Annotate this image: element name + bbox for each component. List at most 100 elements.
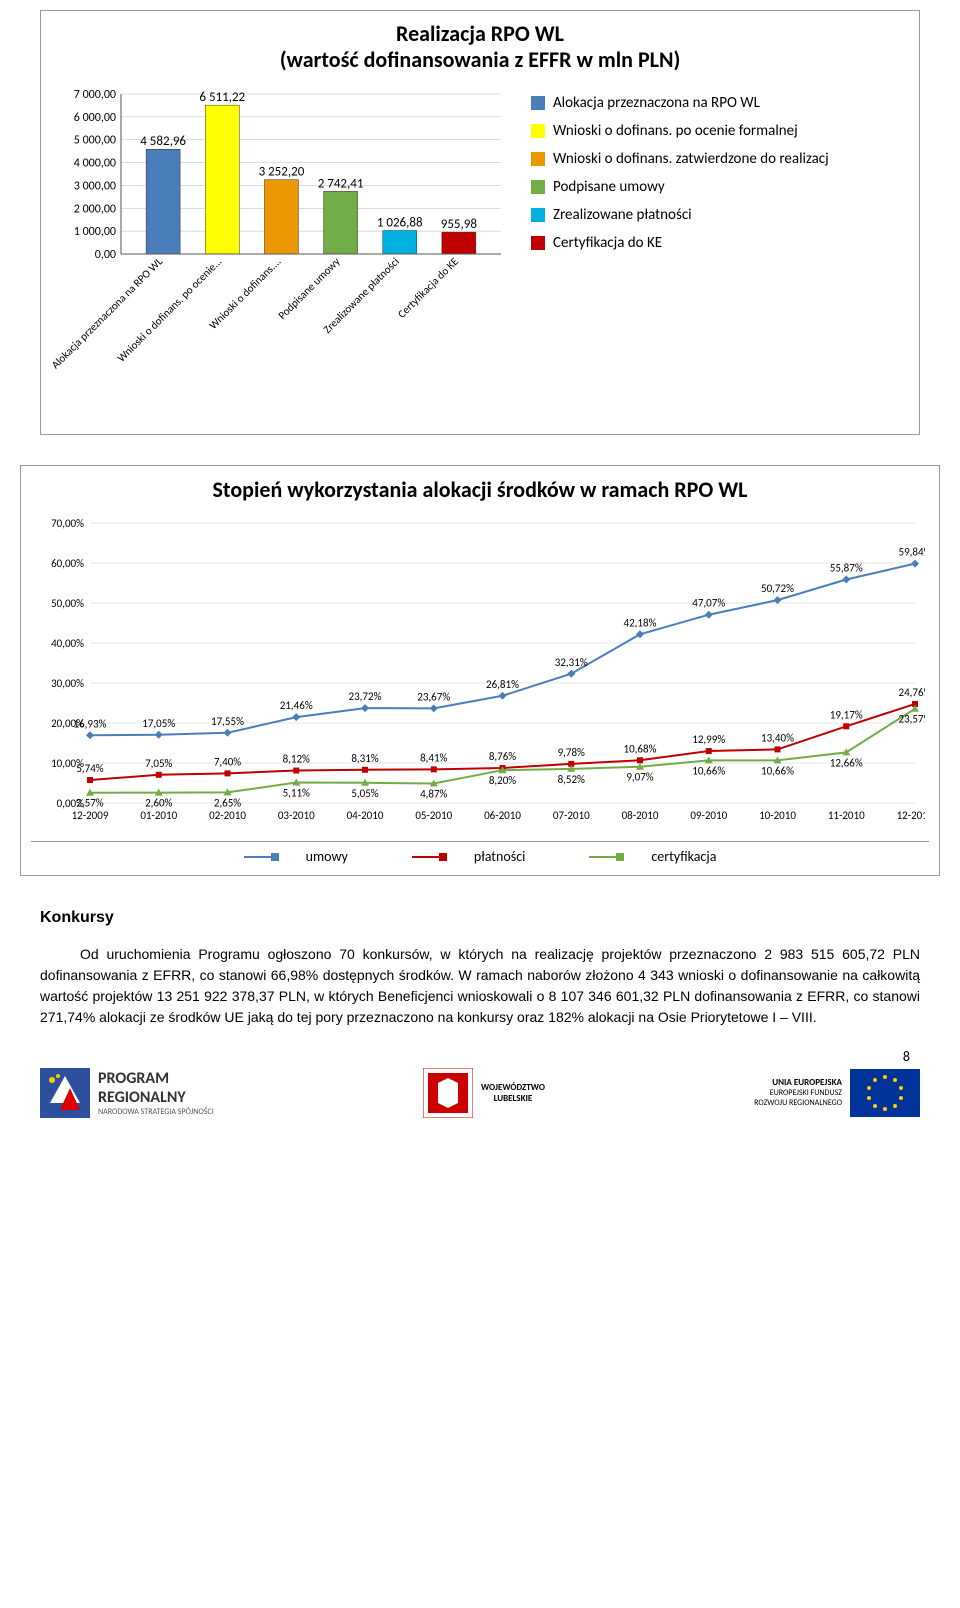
svg-text:12-2009: 12-2009 [72, 809, 109, 822]
svg-text:09-2010: 09-2010 [690, 809, 727, 822]
svg-text:70,00%: 70,00% [51, 517, 84, 530]
svg-text:13,40%: 13,40% [761, 731, 794, 744]
svg-text:12,99%: 12,99% [692, 733, 725, 746]
svg-text:3 000,00: 3 000,00 [74, 179, 116, 193]
legend-swatch [531, 152, 545, 166]
svg-text:23,67%: 23,67% [417, 690, 450, 703]
svg-text:03-2010: 03-2010 [278, 809, 315, 822]
svg-text:23,57%: 23,57% [899, 713, 925, 726]
legend-swatch [531, 96, 545, 110]
svg-text:55,87%: 55,87% [830, 561, 863, 574]
svg-text:04-2010: 04-2010 [347, 809, 384, 822]
legend-swatch [531, 124, 545, 138]
svg-text:5 000,00: 5 000,00 [74, 133, 116, 147]
svg-text:47,07%: 47,07% [692, 597, 725, 610]
svg-text:6 000,00: 6 000,00 [74, 111, 116, 125]
svg-text:9,78%: 9,78% [558, 746, 585, 759]
bar-chart-legend: Alokacja przeznaczona na RPO WL Wnioski o… [511, 84, 909, 424]
legend-swatch [531, 236, 545, 250]
svg-text:10,68%: 10,68% [624, 742, 657, 755]
legend-label: certyfikacja [651, 848, 716, 865]
svg-text:1 026,88: 1 026,88 [377, 215, 423, 230]
svg-text:4,87%: 4,87% [420, 787, 447, 800]
svg-text:955,98: 955,98 [441, 217, 478, 232]
svg-text:21,46%: 21,46% [280, 699, 313, 712]
svg-text:8,12%: 8,12% [283, 752, 310, 765]
line-chart-plot: 0,00%10,00%20,00%30,00%40,00%50,00%60,00… [35, 513, 925, 833]
svg-text:19,17%: 19,17% [830, 708, 863, 721]
svg-text:5,74%: 5,74% [76, 762, 103, 775]
svg-text:26,81%: 26,81% [486, 678, 519, 691]
svg-text:4 582,96: 4 582,96 [140, 134, 186, 149]
svg-text:2 000,00: 2 000,00 [74, 202, 116, 216]
svg-text:8,52%: 8,52% [558, 773, 585, 786]
legend-label: Alokacja przeznaczona na RPO WL [553, 94, 760, 112]
line-chart-container: Stopień wykorzystania alokacji środków w… [20, 465, 940, 876]
legend-swatch [531, 180, 545, 194]
svg-text:1 000,00: 1 000,00 [74, 225, 116, 239]
logo-eu: UNIA EUROPEJSKA EUROPEJSKI FUNDUSZ ROZWO… [754, 1069, 920, 1117]
svg-text:2,65%: 2,65% [214, 796, 241, 809]
svg-text:02-2010: 02-2010 [209, 809, 246, 822]
bar-chart-container: Realizacja RPO WL (wartość dofinansowani… [40, 10, 920, 435]
legend-swatch [531, 208, 545, 222]
svg-text:10,66%: 10,66% [761, 764, 794, 777]
svg-text:9,07%: 9,07% [626, 771, 653, 784]
svg-text:17,55%: 17,55% [211, 715, 244, 728]
svg-text:12,66%: 12,66% [830, 756, 863, 769]
svg-text:2,57%: 2,57% [76, 797, 103, 810]
page-number: 8 [903, 1048, 910, 1065]
svg-text:07-2010: 07-2010 [553, 809, 590, 822]
legend-label: Wnioski o dofinans. po ocenie formalnej [553, 122, 798, 140]
section-heading: Konkursy [40, 906, 920, 930]
legend-item: płatności [396, 848, 541, 865]
legend-item: Podpisane umowy [531, 178, 909, 196]
legend-label: Wnioski o dofinans. zatwierdzone do real… [553, 150, 829, 168]
svg-text:17,05%: 17,05% [142, 717, 175, 730]
svg-text:Podpisane umowy: Podpisane umowy [276, 255, 343, 322]
legend-line [412, 856, 442, 858]
svg-text:12-2010: 12-2010 [897, 809, 925, 822]
footer: 8 PROGRAM REGIONALNY NARODOWA STRATEGIA … [0, 1048, 960, 1188]
line-chart-title: Stopień wykorzystania alokacji środków w… [31, 476, 929, 503]
svg-text:60,00%: 60,00% [51, 557, 84, 570]
svg-text:5,05%: 5,05% [351, 787, 378, 800]
svg-text:01-2010: 01-2010 [140, 809, 177, 822]
svg-text:32,31%: 32,31% [555, 656, 588, 669]
legend-item: Certyfikacja do KE [531, 234, 909, 252]
svg-text:0,00: 0,00 [95, 248, 116, 262]
legend-line [244, 856, 274, 858]
legend-item: Alokacja przeznaczona na RPO WL [531, 94, 909, 112]
svg-text:3 252,20: 3 252,20 [259, 164, 305, 179]
bar-chart-plot: 0,00 1 000,00 2 000,00 3 000,00 4 000,00 5 00… [51, 84, 511, 424]
svg-text:5,11%: 5,11% [283, 786, 310, 799]
logo-wojewodztwo: WOJEWÓDZTWO LUBELSKIE [423, 1068, 545, 1118]
legend-label: płatności [474, 848, 525, 865]
svg-text:6 511,22: 6 511,22 [199, 90, 245, 105]
svg-text:Alokacja przeznaczona na RPO W: Alokacja przeznaczona na RPO WL [51, 254, 166, 371]
legend-item: Wnioski o dofinans. po ocenie formalnej [531, 122, 909, 140]
svg-text:05-2010: 05-2010 [415, 809, 452, 822]
svg-text:7,05%: 7,05% [145, 757, 172, 770]
svg-text:2,60%: 2,60% [145, 796, 172, 809]
svg-text:50,72%: 50,72% [761, 582, 794, 595]
svg-text:23,72%: 23,72% [349, 690, 382, 703]
legend-item: Wnioski o dofinans. zatwierdzone do real… [531, 150, 909, 168]
svg-text:8,76%: 8,76% [489, 750, 516, 763]
svg-text:Certyfikacja do KE: Certyfikacja do KE [395, 255, 461, 321]
svg-text:50,00%: 50,00% [51, 597, 84, 610]
legend-item: certyfikacja [573, 848, 732, 865]
svg-text:40,00%: 40,00% [51, 637, 84, 650]
svg-text:7,40%: 7,40% [214, 755, 241, 768]
svg-text:4 000,00: 4 000,00 [74, 156, 116, 170]
svg-text:06-2010: 06-2010 [484, 809, 521, 822]
svg-text:16,93%: 16,93% [74, 717, 107, 730]
svg-text:2 742,41: 2 742,41 [318, 176, 364, 191]
svg-text:10-2010: 10-2010 [759, 809, 796, 822]
logo-program-regionalny: PROGRAM REGIONALNY NARODOWA STRATEGIA SP… [40, 1068, 214, 1118]
section-paragraph: Od uruchomienia Programu ogłoszono 70 ko… [40, 944, 920, 1028]
legend-line [589, 856, 619, 858]
legend-item: Zrealizowane płatności [531, 206, 909, 224]
svg-text:30,00%: 30,00% [51, 677, 84, 690]
body-text: Konkursy Od uruchomienia Programu ogłosz… [40, 906, 920, 1028]
